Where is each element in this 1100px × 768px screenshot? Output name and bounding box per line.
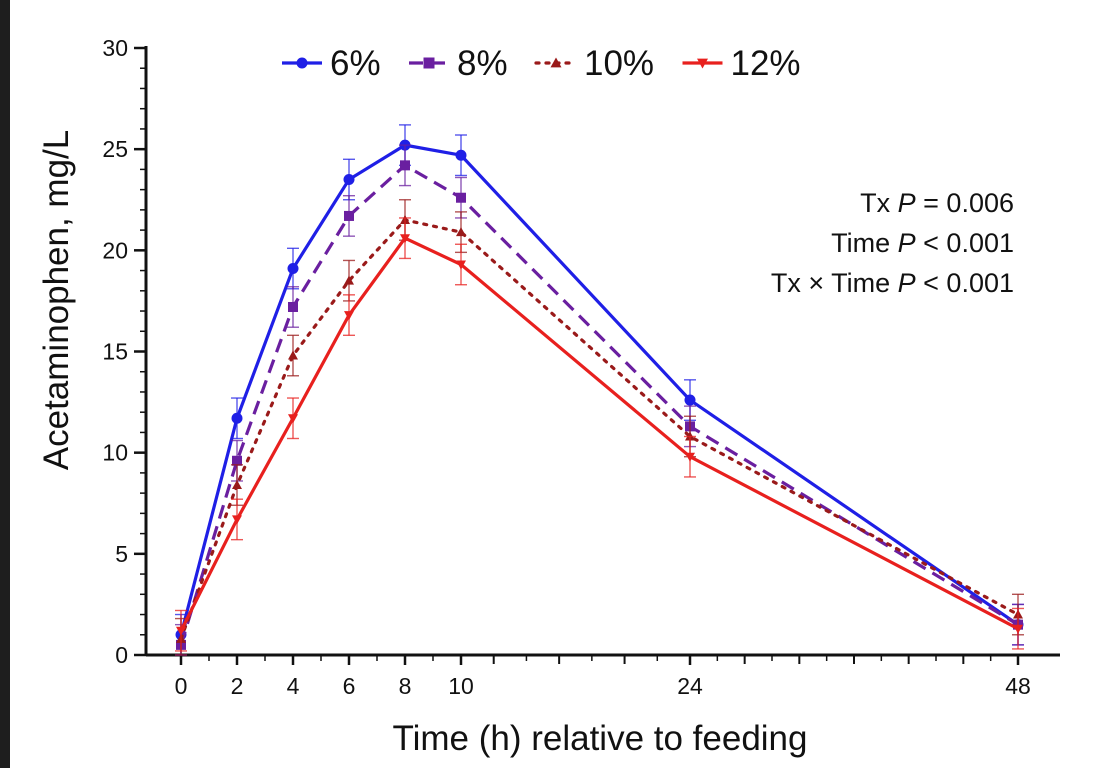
chart-panel: 0 5 10 15 20 25 30 0 2 4 6 8 10 24 48 6% 8% 10% 12% Tx P …: [10, 0, 1100, 768]
y-tick-label: 25: [102, 136, 128, 162]
data-point: [684, 394, 696, 406]
stat-annotation: Tx P = 0.006: [860, 188, 1014, 218]
y-tick-label: 15: [102, 339, 128, 365]
stat-annotation: Tx × Time P < 0.001: [771, 268, 1014, 298]
data-point: [232, 515, 242, 525]
x-tick-label: 48: [1005, 673, 1031, 699]
data-point: [1013, 624, 1023, 634]
data-point: [288, 414, 298, 424]
y-axis-title: Acetaminophen, mg/L: [37, 130, 76, 470]
x-tick-label: 8: [399, 673, 412, 699]
legend-item-1: 6%: [282, 44, 381, 83]
data-point: [456, 260, 466, 270]
series-layer: [175, 124, 1024, 656]
data-point: [344, 311, 354, 321]
y-tick-label: 10: [102, 440, 128, 466]
x-tick-label: 2: [231, 673, 244, 699]
data-point: [288, 301, 298, 312]
data-point: [400, 160, 410, 171]
y-tick-label: 20: [102, 237, 128, 263]
data-point: [287, 263, 299, 275]
data-point: [296, 57, 308, 69]
series-4: [175, 217, 1024, 652]
data-point: [685, 452, 695, 462]
data-point: [343, 174, 355, 186]
data-point: [344, 275, 354, 285]
x-axis-title: Time (h) relative to feeding: [393, 719, 808, 758]
data-point: [176, 626, 186, 636]
data-point: [232, 455, 242, 466]
data-point: [550, 57, 562, 68]
data-point: [232, 480, 242, 490]
series-line: [179, 143, 1019, 636]
series-line: [179, 236, 1019, 632]
x-tick-label: 4: [287, 673, 300, 699]
data-point: [288, 350, 298, 360]
x-tick-label: 10: [448, 673, 474, 699]
legend-item-3: 10%: [534, 44, 654, 83]
legend-item-2: 8%: [409, 44, 508, 83]
data-point: [231, 412, 243, 424]
x-tick-label: 6: [343, 673, 356, 699]
series-line: [179, 218, 1020, 641]
data-point: [423, 57, 435, 69]
y-tick-label: 30: [102, 35, 128, 61]
data-point: [697, 58, 708, 69]
legend-item-4: 12%: [682, 44, 801, 83]
legend-label: 8%: [457, 44, 508, 83]
y-tick-label: 5: [115, 541, 128, 567]
stat-annotation: Time P < 0.001: [831, 228, 1014, 258]
legend-label: 6%: [330, 44, 381, 83]
x-tick-label: 0: [175, 673, 188, 699]
data-point: [400, 234, 410, 244]
annotations: Tx P = 0.006 Time P < 0.001 Tx × Time P < …: [771, 188, 1014, 298]
legend-label: 10%: [584, 44, 654, 83]
y-tick-label: 0: [115, 642, 128, 668]
data-point: [455, 149, 467, 161]
legend: 6% 8% 10% 12%: [282, 44, 801, 83]
x-tick-label: 24: [677, 673, 703, 699]
data-point: [456, 192, 466, 203]
legend-label: 12%: [731, 44, 801, 83]
data-point: [344, 210, 354, 221]
data-point: [456, 227, 466, 237]
